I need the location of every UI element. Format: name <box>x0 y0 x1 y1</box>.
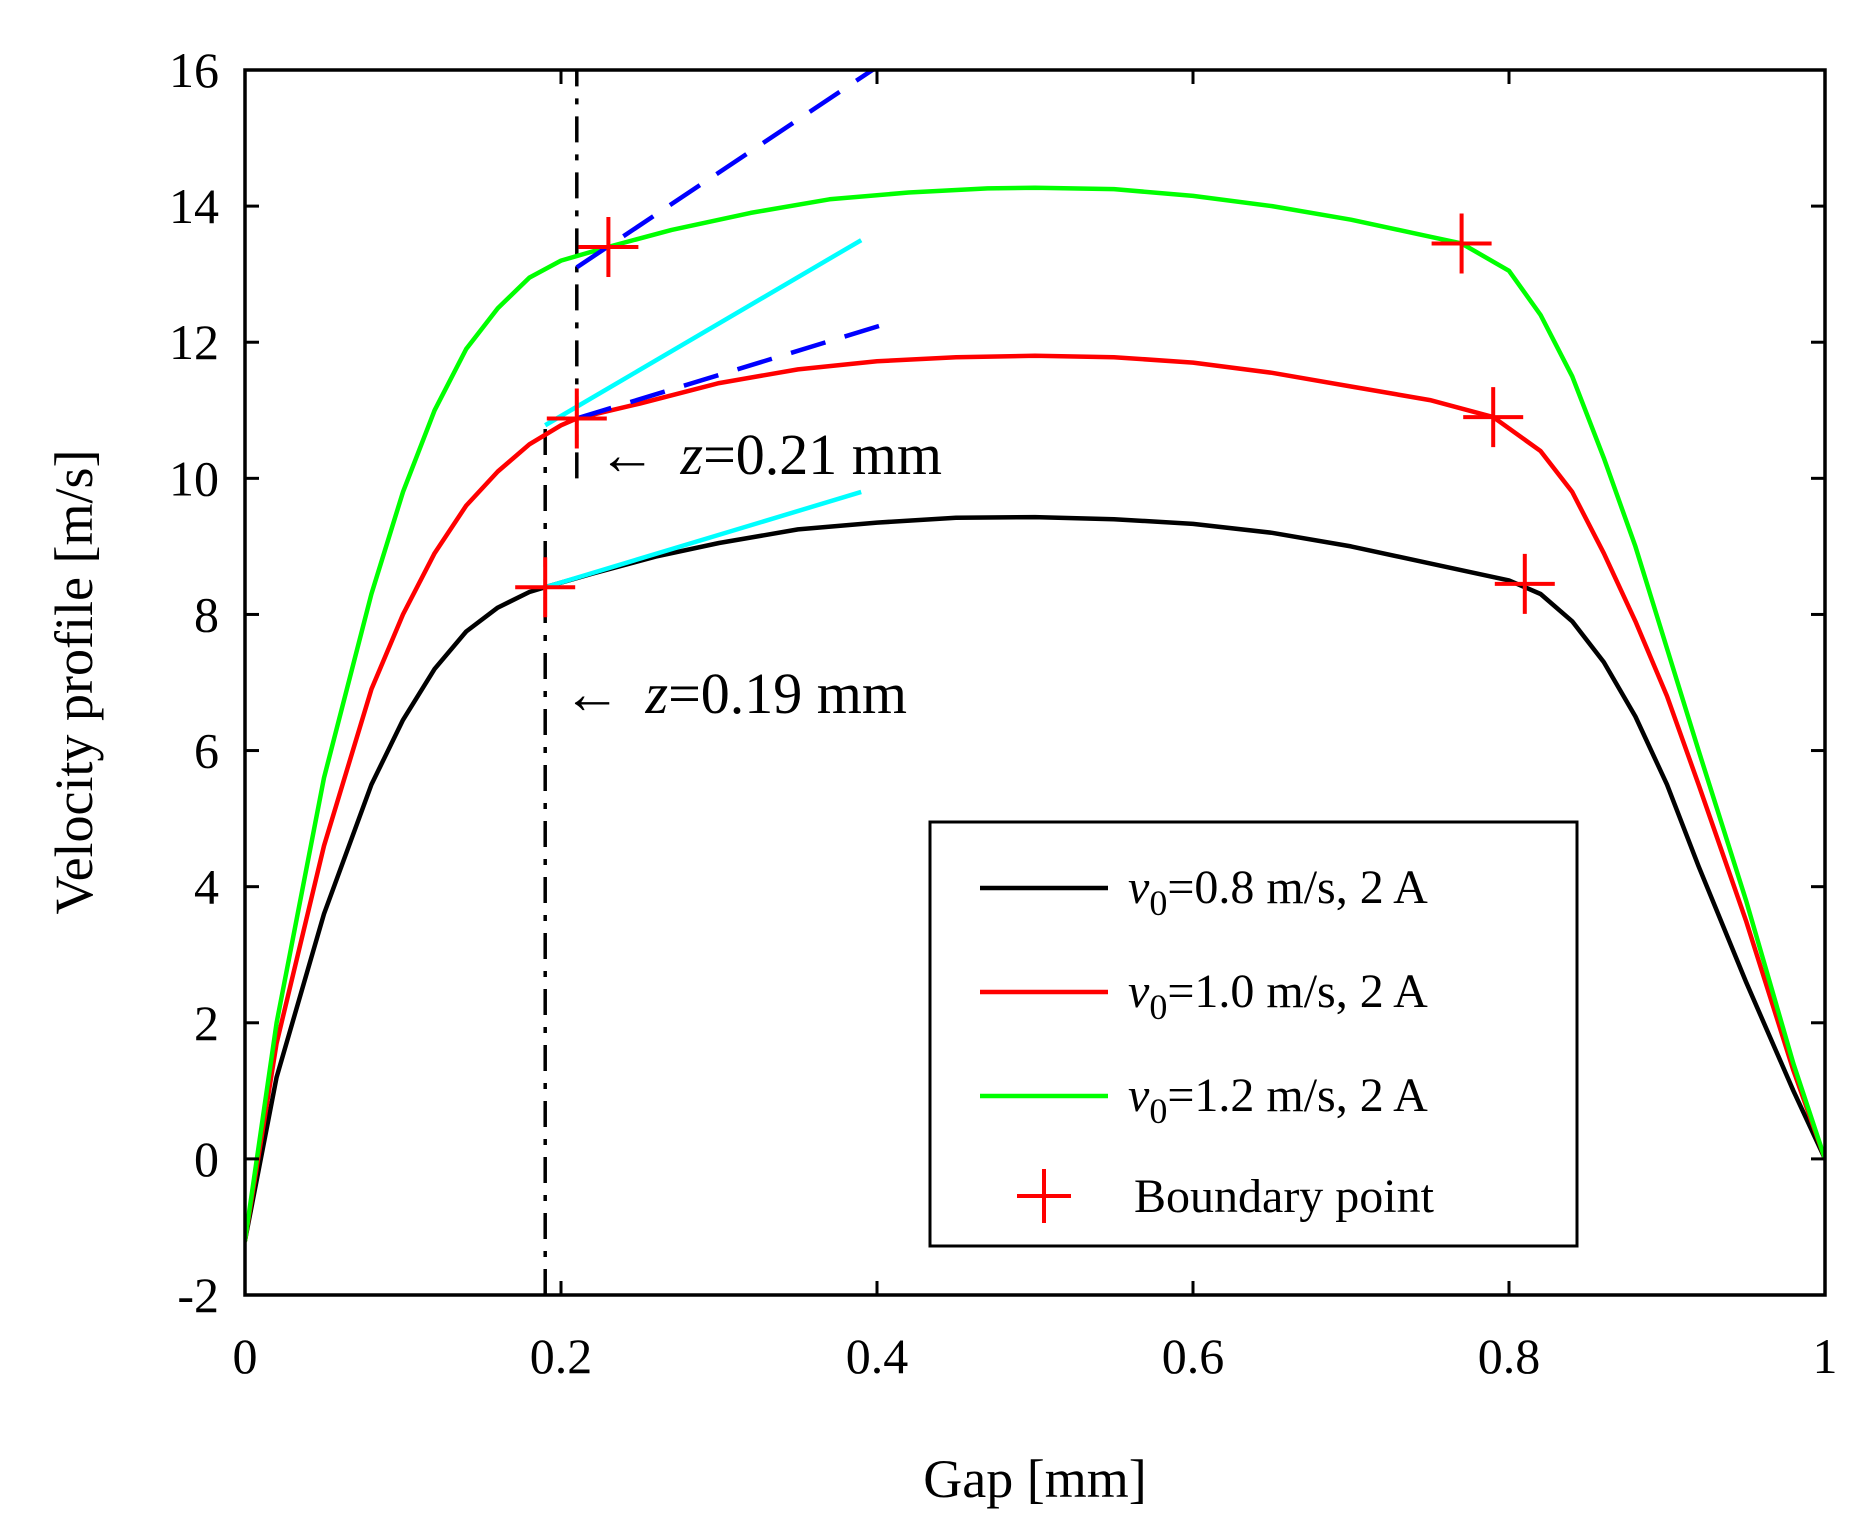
annotation-arrow: ← <box>598 422 656 487</box>
x-tick-label: 0 <box>233 1328 258 1384</box>
y-tick-label: -2 <box>177 1267 219 1323</box>
legend-label-series-1: v0=0.8 m/s, 2 A <box>1128 861 1428 923</box>
tangent-line-2 <box>544 238 863 428</box>
y-tick-label: 8 <box>194 586 219 642</box>
legend-symbol: v <box>1128 1069 1150 1122</box>
legend-label-series-2: v0=1.0 m/s, 2 A <box>1128 965 1428 1027</box>
legend-subscript: 0 <box>1149 987 1167 1027</box>
boundary-point-marker <box>1431 213 1492 274</box>
legend-label-series-3: v0=1.2 m/s, 2 A <box>1128 1069 1428 1131</box>
y-axis-title: Velocity profile [m/s] <box>44 450 104 915</box>
x-tick-label: 1 <box>1813 1328 1838 1384</box>
annotations: ← z=0.21 mm ← z=0.19 mm <box>563 422 942 726</box>
annotation-value: =0.21 mm <box>703 422 942 487</box>
tangent-line-1 <box>544 489 862 590</box>
y-tick-label: 6 <box>194 723 219 779</box>
y-tick-label: 4 <box>194 859 219 915</box>
y-tick-label: 2 <box>194 995 219 1051</box>
tangent-line-4 <box>575 70 877 270</box>
legend-text: =1.2 m/s, 2 A <box>1167 1069 1428 1122</box>
legend-marker-boundary <box>1017 1169 1071 1223</box>
x-axis-title: Gap [mm] <box>923 1449 1146 1509</box>
annotation-var: z <box>680 422 704 487</box>
x-tick-label: 0.4 <box>846 1328 909 1384</box>
legend-subscript: 0 <box>1149 1091 1167 1131</box>
annotation-value: =0.19 mm <box>668 661 907 726</box>
legend-subscript: 0 <box>1149 883 1167 923</box>
y-tick-label: 12 <box>169 314 219 370</box>
annotation-arrow: ← <box>563 661 621 726</box>
x-tick-label: 0.8 <box>1478 1328 1541 1384</box>
plot-area <box>245 70 1825 1295</box>
boundary-point-marker <box>546 388 607 449</box>
x-tick-label: 0.6 <box>1162 1328 1225 1384</box>
series-line-3 <box>245 185 1825 1243</box>
y-tick-label: 14 <box>169 178 219 234</box>
legend-label-boundary: Boundary point <box>1134 1170 1435 1223</box>
legend-text: =0.8 m/s, 2 A <box>1167 861 1428 914</box>
legend-text: =1.0 m/s, 2 A <box>1167 965 1428 1018</box>
axes-frame <box>243 68 1827 1297</box>
y-tick-label: 10 <box>169 450 219 506</box>
axis-ticks <box>243 68 1827 1297</box>
annotation-z-021: ← z=0.21 mm <box>598 422 942 487</box>
annotation-var: z <box>645 661 669 726</box>
legend-box <box>928 820 1579 1248</box>
y-tick-label: 16 <box>169 42 219 98</box>
x-tick-label: 0.2 <box>530 1328 593 1384</box>
legend: v0=0.8 m/s, 2 A v0=1.0 m/s, 2 A v0=1.2 m… <box>928 820 1579 1248</box>
y-tick-label: 0 <box>194 1131 219 1187</box>
series-line-2 <box>245 353 1825 1243</box>
series-line-1 <box>245 514 1825 1243</box>
boundary-point-marker <box>578 216 639 277</box>
boundary-point-marker <box>1494 553 1555 614</box>
legend-symbol: v <box>1128 861 1150 914</box>
legend-symbol: v <box>1128 965 1150 1018</box>
annotation-z-019: ← z=0.19 mm <box>563 661 907 726</box>
boundary-point-marker <box>1463 387 1524 448</box>
boundary-point-marker <box>515 557 576 618</box>
